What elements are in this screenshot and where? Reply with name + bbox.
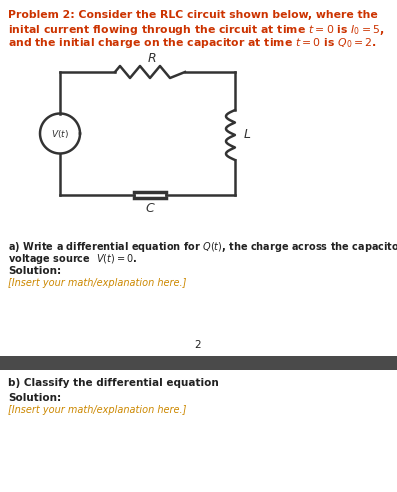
Text: Problem 2: Consider the RLC circuit shown below, where the: Problem 2: Consider the RLC circuit show… <box>8 10 378 20</box>
Text: Solution:: Solution: <box>8 266 61 276</box>
Text: and the initial charge on the capacitor at time $t = 0$ is $Q_0 = 2$.: and the initial charge on the capacitor … <box>8 36 377 50</box>
Text: [Insert your math/explanation here.]: [Insert your math/explanation here.] <box>8 405 186 415</box>
Text: $V(t)$: $V(t)$ <box>51 127 69 140</box>
Text: inital current flowing through the circuit at time $t = 0$ is $I_0 = 5$,: inital current flowing through the circu… <box>8 23 384 37</box>
Text: Solution:: Solution: <box>8 393 61 403</box>
Text: b) Classify the differential equation: b) Classify the differential equation <box>8 378 219 388</box>
Text: [Insert your math/explanation here.]: [Insert your math/explanation here.] <box>8 278 186 288</box>
Text: R: R <box>148 53 156 65</box>
Text: L: L <box>243 128 251 142</box>
Text: 2: 2 <box>195 340 201 350</box>
Bar <box>0 356 397 370</box>
Text: a) Write a differential equation for $Q(t)$, the charge across the capacitor, as: a) Write a differential equation for $Q(… <box>8 240 397 254</box>
Text: voltage source  $V(t) = 0$.: voltage source $V(t) = 0$. <box>8 252 137 266</box>
Text: C: C <box>146 203 154 215</box>
